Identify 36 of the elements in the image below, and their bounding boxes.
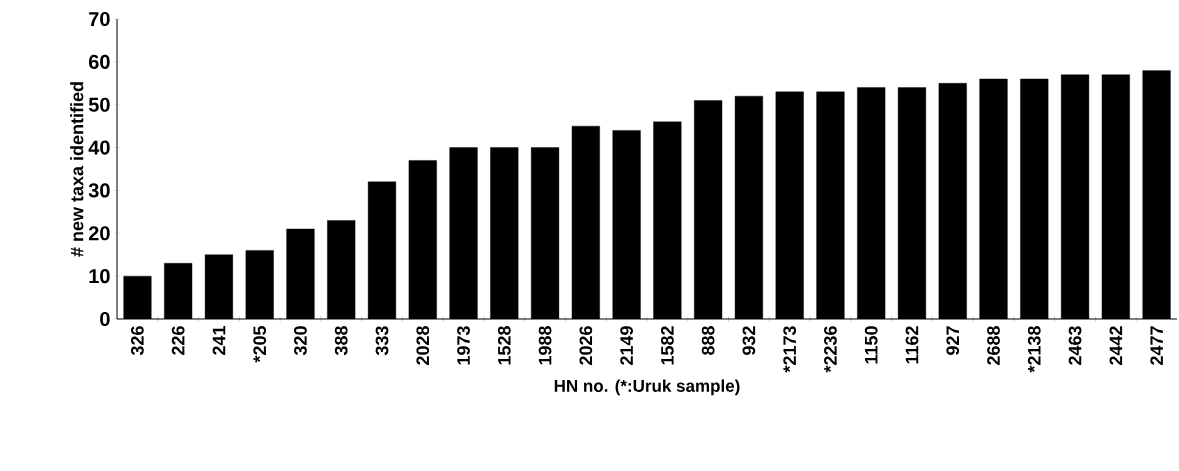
x-tick-label: 1150 — [864, 326, 878, 364]
x-tick-label: *205 — [253, 326, 267, 363]
x-tick-label: 2149 — [620, 326, 633, 365]
y-tick-label: 0 — [100, 311, 110, 327]
x-tick-label: 1973 — [457, 326, 470, 365]
x-tick-label: 333 — [375, 326, 389, 356]
x-tick-label: *2138 — [1027, 326, 1041, 373]
x-tick-label: 2442 — [1109, 326, 1123, 365]
x-tick-label: *2173 — [783, 326, 797, 373]
x-axis-title: HN no. (*:Uruk sample) — [554, 379, 740, 396]
y-tick-label: 30 — [88, 183, 110, 198]
x-tick-label: 2463 — [1068, 326, 1082, 365]
x-tick-label: 320 — [294, 326, 307, 356]
x-tick-label: 226 — [171, 326, 185, 355]
x-tick-label: 388 — [334, 326, 348, 356]
x-tick-label: 932 — [742, 326, 756, 355]
x-tick-label: 1162 — [905, 326, 919, 364]
x-tick-label: *2236 — [824, 326, 837, 373]
y-tick-label: 70 — [89, 11, 110, 27]
x-tick-label: 2477 — [1150, 326, 1163, 365]
y-tick-label: 50 — [88, 97, 110, 112]
y-tick-label: 40 — [88, 140, 110, 155]
x-tick-label: 2688 — [987, 326, 1000, 365]
x-tick-label: 326 — [131, 326, 144, 356]
y-tick-label: 10 — [89, 269, 110, 284]
y-tick-label: 20 — [88, 226, 110, 241]
x-tick-label: 1582 — [661, 326, 674, 365]
x-tick-label: 1988 — [538, 326, 552, 365]
y-axis-title: # new taxa identified — [70, 82, 84, 257]
x-tick-label: 888 — [701, 326, 715, 355]
x-tick-label: 241 — [212, 326, 226, 355]
y-tick-label: 60 — [88, 54, 110, 69]
x-tick-label: 927 — [946, 326, 960, 355]
x-tick-label: 1528 — [497, 326, 511, 365]
x-tick-label: 2028 — [416, 326, 430, 365]
x-tick-label: 2026 — [579, 326, 593, 365]
